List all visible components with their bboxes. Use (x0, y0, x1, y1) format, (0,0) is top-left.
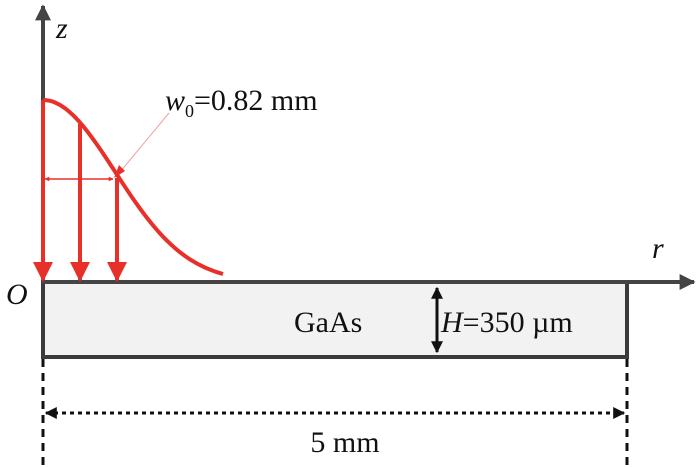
thickness-label: H=350 µm (440, 306, 573, 339)
origin-label: O (6, 278, 28, 311)
waist-leader-line (119, 112, 170, 173)
waist-label: w0=0.82 mm (165, 84, 318, 121)
waist-symbol: w (165, 84, 185, 117)
material-label: GaAs (294, 306, 362, 339)
r-axis-label: r (652, 232, 664, 265)
gaussian-beam-profile (42, 98, 224, 276)
z-axis-label: z (55, 12, 68, 45)
waist-value: =0.82 mm (194, 84, 318, 117)
thickness-value: =350 µm (463, 306, 573, 339)
waist-subscript: 0 (185, 101, 194, 121)
width-dimension-label: 5 mm (310, 426, 379, 459)
waist-leader-arrowhead (114, 165, 125, 178)
gaas-sample (41, 280, 629, 359)
thickness-symbol: H (440, 306, 465, 339)
